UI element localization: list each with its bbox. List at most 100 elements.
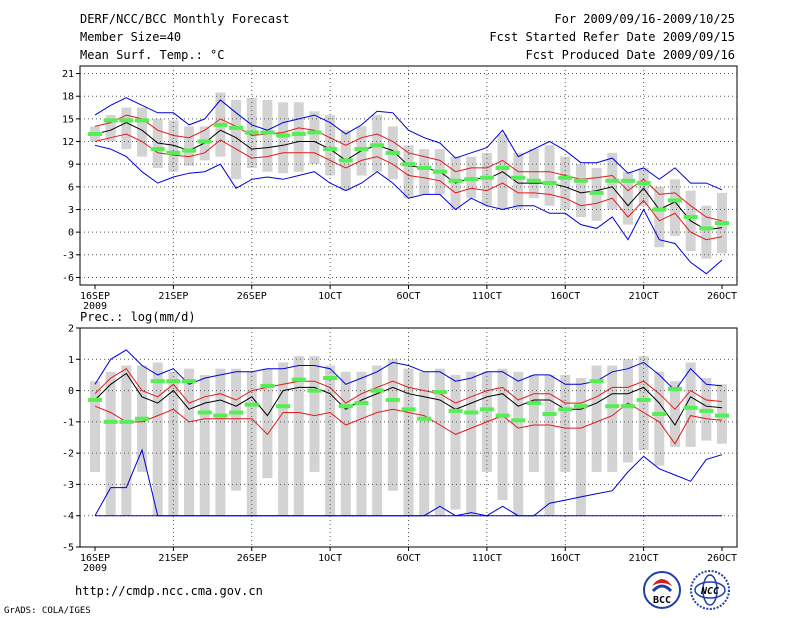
y-tick-label: 12 (62, 137, 74, 148)
x-tick-label: 26SEP (237, 291, 267, 302)
y-tick-label: 21 (62, 69, 74, 80)
range-bar (528, 149, 539, 199)
agency-logos: BCC NCC (643, 570, 730, 610)
median-marker (652, 412, 667, 417)
range-bar (513, 371, 524, 516)
median-marker (667, 198, 682, 203)
source-url: http://cmdp.ncc.cma.gov.cn (75, 584, 263, 598)
median-marker (150, 147, 165, 152)
range-bar (607, 365, 618, 472)
range-bar (560, 156, 571, 210)
median-marker (88, 131, 102, 136)
median-marker (385, 150, 400, 155)
range-bar (121, 365, 132, 516)
median-marker (432, 169, 447, 174)
median-marker (464, 177, 479, 182)
x-tick-label: 21OCT (629, 291, 659, 302)
median-marker (589, 190, 604, 195)
bcc-logo-text: BCC (653, 595, 671, 606)
range-bar (262, 368, 273, 479)
ncc-logo: NCC (690, 570, 730, 610)
range-bar (654, 371, 665, 466)
chart-title: DERF/NCC/BCC Monthly Forecast (80, 12, 290, 26)
x-tick-label: 21SEP (158, 553, 188, 564)
range-bar (669, 179, 680, 236)
range-bar (262, 99, 273, 172)
median-marker (197, 139, 212, 144)
median-marker (511, 418, 526, 423)
median-marker (119, 118, 134, 123)
range-bar (231, 99, 242, 180)
median-marker (636, 181, 651, 186)
median-marker (417, 416, 432, 421)
median-marker (448, 408, 463, 413)
range-bar (90, 381, 100, 472)
median-marker (370, 388, 385, 393)
median-marker (526, 401, 541, 406)
median-marker (620, 404, 635, 409)
median-marker (401, 162, 416, 167)
median-marker (323, 147, 338, 152)
range-bar (419, 371, 430, 516)
range-bar (309, 356, 320, 472)
y-tick-label: 2 (68, 324, 74, 335)
median-marker (401, 407, 416, 412)
range-bar (403, 368, 414, 516)
median-marker (88, 397, 102, 402)
range-bar (560, 374, 571, 472)
median-marker (135, 416, 150, 421)
forecast-produced-date: Fcst Produced Date 2009/09/16 (525, 48, 735, 62)
median-marker (667, 387, 682, 392)
median-marker (307, 388, 322, 393)
median-marker (699, 408, 714, 413)
median-marker (699, 226, 714, 231)
lower-spread-line (94, 402, 723, 445)
range-bar (685, 362, 696, 447)
range-bar (669, 381, 680, 447)
y-tick-label: 3 (68, 205, 74, 216)
range-bar (278, 362, 289, 516)
range-bar (387, 359, 398, 491)
range-bar (184, 368, 195, 516)
y-tick-label: -3 (62, 250, 74, 261)
range-bar (419, 149, 430, 195)
y-tick-label: -5 (62, 543, 74, 554)
median-marker (636, 397, 651, 402)
median-marker (103, 419, 118, 424)
y-tick-label: -2 (62, 449, 74, 460)
median-marker (213, 122, 228, 127)
x-tick-label: 1OCT (318, 291, 342, 302)
median-marker (448, 178, 463, 183)
min-envelope-line (94, 144, 723, 275)
member-size: Member Size=40 (80, 30, 182, 44)
median-marker (542, 412, 557, 417)
x-tick-label: 21OCT (629, 553, 659, 564)
median-marker (495, 413, 510, 418)
y-tick-label: 1 (68, 355, 74, 366)
x-tick-label: 16OCT (550, 291, 580, 302)
range-bar (356, 371, 367, 516)
median-marker (715, 413, 729, 418)
range-bar (340, 371, 351, 516)
x-tick-label: 1OCT (318, 553, 342, 564)
x-tick-label: 26OCT (707, 291, 737, 302)
bcc-logo: BCC (643, 571, 681, 609)
range-bar (215, 368, 226, 516)
range-bar (372, 365, 383, 516)
median-marker (495, 165, 510, 170)
ncc-logo-text: NCC (700, 586, 719, 597)
range-bar (121, 107, 132, 150)
y-tick-label: 15 (62, 114, 74, 125)
range-bar (152, 362, 163, 516)
y-tick-label: 9 (68, 160, 74, 171)
median-marker (479, 407, 494, 412)
median-marker (229, 125, 244, 130)
median-marker (605, 404, 620, 409)
x-tick-label: 16OCT (550, 553, 580, 564)
range-bar (622, 171, 633, 225)
median-marker (150, 379, 165, 384)
range-bar (466, 371, 477, 516)
range-bar (575, 164, 586, 218)
variable-label: Mean Surf. Temp.: °C (80, 48, 225, 62)
